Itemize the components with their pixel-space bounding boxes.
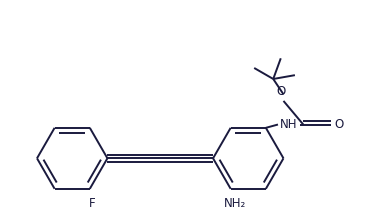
Text: O: O bbox=[334, 118, 343, 131]
Text: O: O bbox=[277, 85, 286, 98]
Text: NH₂: NH₂ bbox=[224, 196, 246, 210]
Text: F: F bbox=[89, 196, 95, 210]
Text: NH: NH bbox=[280, 118, 298, 131]
